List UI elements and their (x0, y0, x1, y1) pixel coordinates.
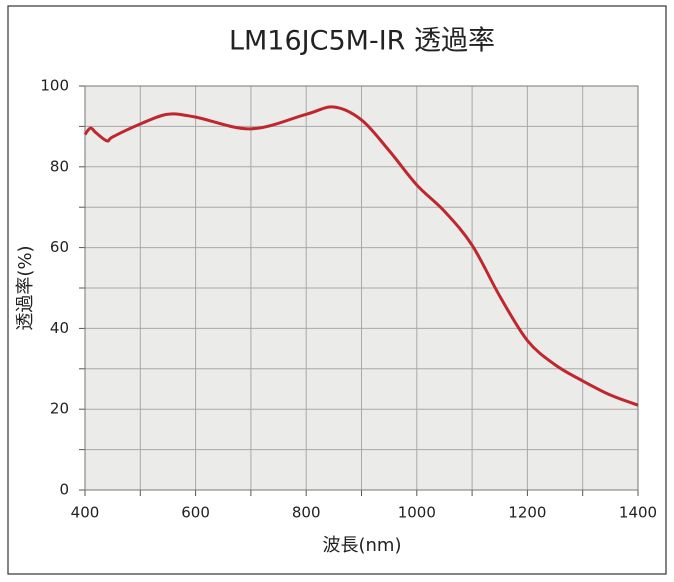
y-tick-label: 40 (50, 319, 69, 337)
x-tick-label: 1200 (508, 504, 546, 522)
plot-border (84, 85, 639, 491)
y-axis-label: 透過率(%) (15, 245, 36, 330)
x-tick-label: 400 (71, 504, 100, 522)
y-tick-label: 60 (50, 238, 69, 256)
x-tick-label: 800 (292, 504, 321, 522)
x-axis-label: 波長(nm) (323, 535, 402, 556)
y-tick-label: 20 (50, 400, 69, 418)
y-tick-label: 100 (40, 77, 69, 95)
y-tick-label: 80 (50, 157, 69, 175)
y-tick-label: 0 (59, 481, 69, 499)
x-tick-label: 1000 (398, 504, 436, 522)
chart-title: LM16JC5M-IR 透過率 (229, 26, 495, 57)
x-tick-label: 600 (181, 504, 210, 522)
series-line (83, 105, 639, 407)
x-tick-label: 1400 (619, 504, 657, 522)
